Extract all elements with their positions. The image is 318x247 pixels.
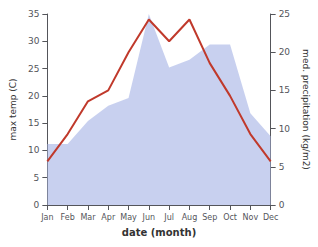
svg-text:Jul: Jul	[163, 213, 174, 222]
svg-text:20: 20	[279, 47, 291, 57]
svg-text:Aug: Aug	[182, 213, 198, 222]
svg-text:date (month): date (month)	[122, 227, 196, 238]
svg-text:20: 20	[28, 91, 40, 101]
svg-text:med. precipitation (kg/m2): med. precipitation (kg/m2)	[301, 49, 311, 170]
svg-text:15: 15	[279, 85, 290, 95]
svg-text:35: 35	[28, 9, 39, 19]
svg-text:Oct: Oct	[223, 213, 237, 222]
svg-text:25: 25	[28, 64, 39, 74]
svg-text:Feb: Feb	[61, 213, 75, 222]
svg-text:15: 15	[28, 118, 39, 128]
svg-text:0: 0	[34, 200, 40, 210]
svg-text:Apr: Apr	[101, 213, 116, 222]
svg-text:max temp (C): max temp (C)	[8, 78, 18, 140]
svg-text:25: 25	[279, 9, 290, 19]
svg-text:5: 5	[279, 162, 285, 172]
svg-text:Mar: Mar	[80, 213, 96, 222]
svg-text:30: 30	[28, 36, 40, 46]
svg-text:Nov: Nov	[243, 213, 259, 222]
svg-text:Jan: Jan	[40, 213, 53, 222]
svg-text:10: 10	[28, 145, 40, 155]
svg-text:Jun: Jun	[142, 213, 156, 222]
svg-text:May: May	[120, 213, 137, 222]
svg-text:0: 0	[279, 200, 285, 210]
svg-text:5: 5	[34, 173, 40, 183]
svg-text:Sep: Sep	[202, 213, 217, 222]
svg-text:10: 10	[279, 124, 291, 134]
svg-text:Dec: Dec	[263, 213, 278, 222]
